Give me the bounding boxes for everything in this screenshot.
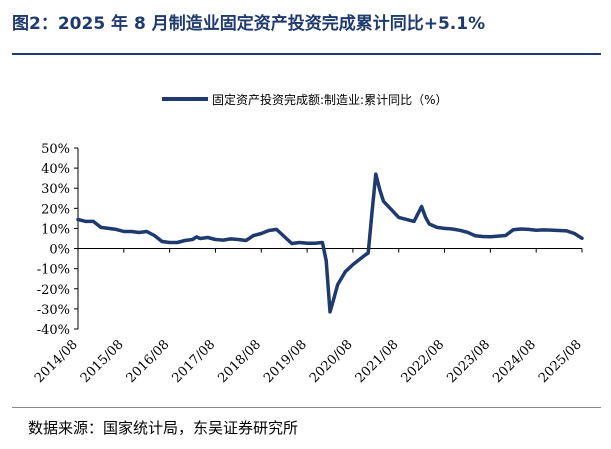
x-tick-label: 2019/08 (261, 337, 310, 386)
x-tick-label: 2025/08 (536, 337, 585, 386)
x-tick-label: 2016/08 (124, 337, 173, 386)
legend-label: 固定资产投资完成额:制造业:累计同比（%） (212, 92, 448, 107)
series-line (76, 172, 584, 314)
x-tick-label: 2017/08 (169, 337, 218, 386)
y-tick-label: 20% (41, 202, 70, 217)
legend: 固定资产投资完成额:制造业:累计同比（%） (162, 92, 448, 107)
x-tick-label: 2024/08 (490, 337, 539, 386)
tick-labels: 50% 40% 30% 20% 10% 0% -10% -20% -30% -40%2014/08… (32, 142, 585, 386)
axes (77, 148, 582, 329)
figure-title: 图2：2025 年 8 月制造业固定资产投资完成累计同比+5.1% (12, 14, 486, 34)
x-tick-label: 2020/08 (307, 337, 356, 386)
y-tick-label: -20% (37, 283, 70, 298)
y-tick-label: -40% (37, 323, 70, 338)
source-note: 数据来源：国家统计局，东吴证券研究所 (28, 419, 299, 437)
footer-rule (12, 407, 601, 408)
x-tick-label: 2022/08 (399, 337, 448, 386)
y-tick-label: -30% (37, 303, 70, 318)
x-tick-label: 2018/08 (215, 337, 264, 386)
line-chart: 固定资产投资完成额:制造业:累计同比（%） 50% 40% 30% 20% 10% 0% -… (32, 92, 585, 386)
y-tick-label: 40% (41, 162, 70, 177)
y-tick-label: -10% (37, 263, 70, 278)
y-tick-label: 10% (41, 222, 70, 237)
x-tick-label: 2015/08 (78, 337, 127, 386)
x-tick-label: 2014/08 (32, 337, 81, 386)
x-tick-label: 2023/08 (444, 337, 493, 386)
y-tick-label: 30% (41, 182, 70, 197)
y-tick-label: 50% (41, 142, 70, 157)
y-tick-label: 0% (49, 243, 70, 258)
x-tick-label: 2021/08 (353, 337, 402, 386)
title-rule (12, 53, 601, 55)
